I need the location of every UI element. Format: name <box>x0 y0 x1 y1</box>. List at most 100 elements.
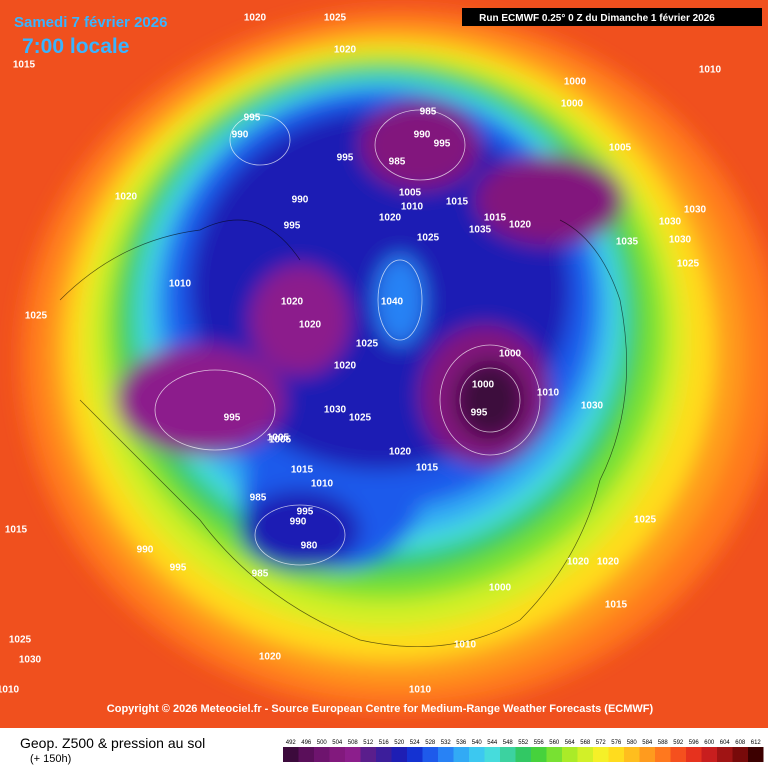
isobar-label: 1020 <box>334 361 357 372</box>
legend-label: 560 <box>549 740 560 746</box>
z500-field <box>0 0 768 728</box>
isobar-label: 1020 <box>567 557 590 568</box>
isobar-label: 990 <box>290 517 307 528</box>
isobar-label: 1010 <box>0 685 20 696</box>
isobar-label: 1005 <box>609 143 632 154</box>
isobar-label: 1020 <box>244 13 267 24</box>
isobar-label: 1025 <box>349 413 372 424</box>
isobar-label: 1000 <box>489 583 512 594</box>
color-legend: 492 496 500 504 508 512 516 520 524 528 532 536 540 5… <box>283 740 764 762</box>
legend-label: 516 <box>379 740 390 746</box>
legend-label: 536 <box>456 740 467 746</box>
legend-label: 508 <box>348 740 359 746</box>
legend-swatch <box>438 747 454 762</box>
legend-label: 612 <box>751 740 762 746</box>
legend-label: 544 <box>487 740 498 746</box>
isobar-label: 1020 <box>334 45 357 56</box>
isobar-label: 1035 <box>616 237 639 248</box>
isobar-label: 1020 <box>389 447 412 458</box>
isobar-label: 1000 <box>561 99 584 110</box>
legend-label: 580 <box>627 740 638 746</box>
isobar-label: 1025 <box>417 233 440 244</box>
legend-swatch <box>345 747 361 762</box>
isobar-label: 1030 <box>324 405 347 416</box>
isobar-label: 1015 <box>291 465 314 476</box>
isobar-label: 1030 <box>669 235 692 246</box>
time: 7:00 locale <box>22 35 129 58</box>
isobar-label: 1015 <box>446 197 469 208</box>
isobar-label: 985 <box>250 493 267 504</box>
legend-swatch <box>484 747 500 762</box>
isobar-label: 1010 <box>311 479 334 490</box>
isobar-labels: 1025102010151020101099599098599099510001… <box>0 13 722 696</box>
isobar-label: 995 <box>337 153 354 164</box>
isobar-label: 1000 <box>499 349 522 360</box>
legend-swatch <box>515 747 531 762</box>
isobar-label: 1020 <box>299 320 322 331</box>
isobar-label: 1000 <box>564 77 587 88</box>
isobar-label: 1025 <box>9 635 32 646</box>
isobar-label: 1030 <box>581 401 604 412</box>
legend-label: 504 <box>332 740 343 746</box>
isobar-label: 980 <box>301 541 318 552</box>
legend-label: 524 <box>410 740 421 746</box>
isobar-label: 1010 <box>537 388 560 399</box>
legend-label: 604 <box>720 740 731 746</box>
isobar-label: 1025 <box>634 515 657 526</box>
legend-swatch <box>608 747 624 762</box>
isobar-label: 1025 <box>677 259 700 270</box>
legend-swatch <box>531 747 547 762</box>
isobar-label: 1030 <box>659 217 682 228</box>
legend-label: 564 <box>565 740 576 746</box>
legend-swatch <box>500 747 516 762</box>
legend-swatch <box>546 747 562 762</box>
isobar-label: 1015 <box>605 600 628 611</box>
legend-swatch <box>624 747 640 762</box>
isobar-label: 990 <box>414 130 431 141</box>
isobar-label: 1020 <box>281 297 304 308</box>
isobar-label: 1005 <box>269 435 292 446</box>
legend-swatch <box>577 747 593 762</box>
run-info: Run ECMWF 0.25° 0 Z du Dimanche 1 févrie… <box>479 13 715 24</box>
isobar-label: 995 <box>224 413 241 424</box>
isobar-label: 995 <box>284 221 301 232</box>
legend-swatch <box>748 747 764 762</box>
isobar-label: 1040 <box>381 297 404 308</box>
isobar-label: 1020 <box>115 192 138 203</box>
legend-swatch <box>469 747 485 762</box>
isobar-label: 1020 <box>509 220 532 231</box>
legend-swatch <box>562 747 578 762</box>
date: Samedi 7 février 2026 <box>14 14 167 31</box>
isobar-label: 985 <box>252 569 269 580</box>
isobar-label: 1035 <box>469 225 492 236</box>
isobar-label: 1025 <box>25 311 48 322</box>
legend-label: 592 <box>673 740 684 746</box>
isobar-label: 1030 <box>19 655 42 666</box>
legend-label: 552 <box>518 740 529 746</box>
legend-label: 568 <box>580 740 591 746</box>
isobar-label: 990 <box>232 130 249 141</box>
legend-label: 588 <box>658 740 669 746</box>
legend-label: 576 <box>611 740 622 746</box>
legend-swatch <box>732 747 748 762</box>
isobar-label: 1010 <box>699 65 722 76</box>
legend-swatch <box>376 747 392 762</box>
isobar-label: 1010 <box>409 685 432 696</box>
legend-swatch <box>639 747 655 762</box>
legend-swatch <box>329 747 345 762</box>
isobar-label: 995 <box>297 507 314 518</box>
isobar-label: 1025 <box>356 339 379 350</box>
legend-swatch <box>314 747 330 762</box>
legend-label: 548 <box>503 740 514 746</box>
isobar-label: 1005 <box>399 188 422 199</box>
isobar-label: 990 <box>137 545 154 556</box>
isobar-label: 990 <box>292 195 309 206</box>
isobar-label: 1015 <box>5 525 28 536</box>
legend-label: 600 <box>704 740 715 746</box>
legend-swatch <box>701 747 717 762</box>
legend-label: 520 <box>394 740 405 746</box>
legend-swatch <box>391 747 407 762</box>
copyright: Copyright © 2026 Meteociel.fr - Source E… <box>107 703 654 715</box>
isobar-label: 1020 <box>259 652 282 663</box>
